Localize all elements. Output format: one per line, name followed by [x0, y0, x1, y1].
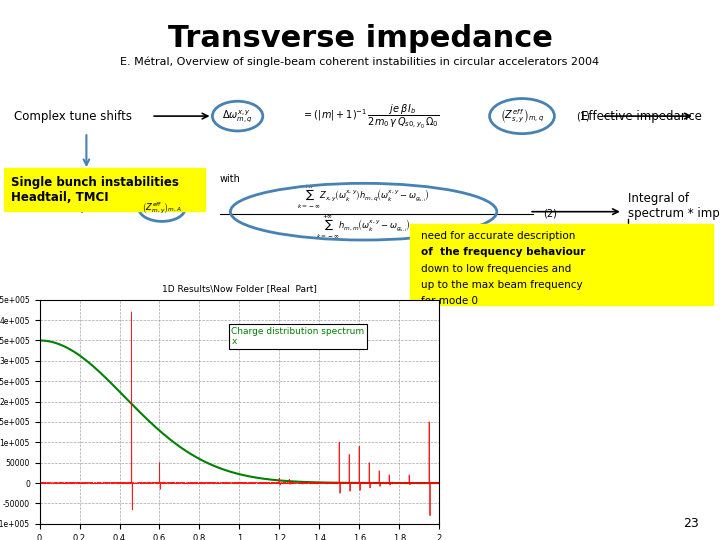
Text: $= (|m|+1)^{-1}\,\dfrac{je\,\beta\,I_b}{2m_0\,\gamma\,Q_{s0,y_0}\,\Omega_0}$: $= (|m|+1)^{-1}\,\dfrac{je\,\beta\,I_b}{…	[302, 102, 440, 130]
Text: for mode 0: for mode 0	[421, 296, 478, 306]
Text: Effective impedance: Effective impedance	[14, 203, 129, 213]
Text: Single bunch instabilities
Headtail, TMCI: Single bunch instabilities Headtail, TMC…	[11, 176, 179, 204]
Text: $\left(Z_{m,y}^{eff}\right)_{m,A}$: $\left(Z_{m,y}^{eff}\right)_{m,A}$	[142, 200, 182, 215]
Title: 1D Results\Now Folder [Real  Part]: 1D Results\Now Folder [Real Part]	[162, 285, 317, 293]
FancyBboxPatch shape	[410, 224, 713, 305]
Text: $\Delta\omega_{m,q}^{x,y}$: $\Delta\omega_{m,q}^{x,y}$	[222, 108, 253, 124]
Text: with: with	[220, 174, 240, 184]
Text: (2): (2)	[544, 209, 557, 219]
Text: Charge distribution spectrum
x: Charge distribution spectrum x	[231, 327, 364, 346]
Text: of  the frequency behaviour: of the frequency behaviour	[421, 247, 585, 258]
Text: Complex tune shifts: Complex tune shifts	[14, 110, 132, 123]
FancyBboxPatch shape	[4, 168, 205, 211]
Text: (1): (1)	[576, 111, 590, 121]
Text: $\sum_{k=-\infty}^{+\infty} Z_{x,y}\!\left(\omega_k^{x,y}\right)h_{m,q}\!\left(\: $\sum_{k=-\infty}^{+\infty} Z_{x,y}\!\le…	[297, 183, 430, 211]
Text: Integral of
spectrum * impedance: Integral of spectrum * impedance	[628, 192, 720, 220]
Text: $\left(Z_{s,y}^{eff}\right)_{m,q}$: $\left(Z_{s,y}^{eff}\right)_{m,q}$	[500, 107, 544, 125]
Text: $\sum_{k=-\infty}^{+\infty} h_{m,m}\!\left(\omega_k^{x,y}-\omega_{g_{s,i}}\right: $\sum_{k=-\infty}^{+\infty} h_{m,m}\!\le…	[316, 213, 411, 241]
Text: E. Métral, Overview of single-beam coherent instabilities in circular accelerato: E. Métral, Overview of single-beam coher…	[120, 57, 600, 67]
Text: Transverse impedance: Transverse impedance	[168, 24, 552, 53]
Text: 23: 23	[683, 517, 698, 530]
Text: down to low frequencies and: down to low frequencies and	[421, 264, 572, 274]
Text: up to the max beam frequency: up to the max beam frequency	[421, 280, 582, 290]
Text: need for accurate description: need for accurate description	[421, 231, 575, 241]
Text: Effective impedance: Effective impedance	[581, 110, 702, 123]
